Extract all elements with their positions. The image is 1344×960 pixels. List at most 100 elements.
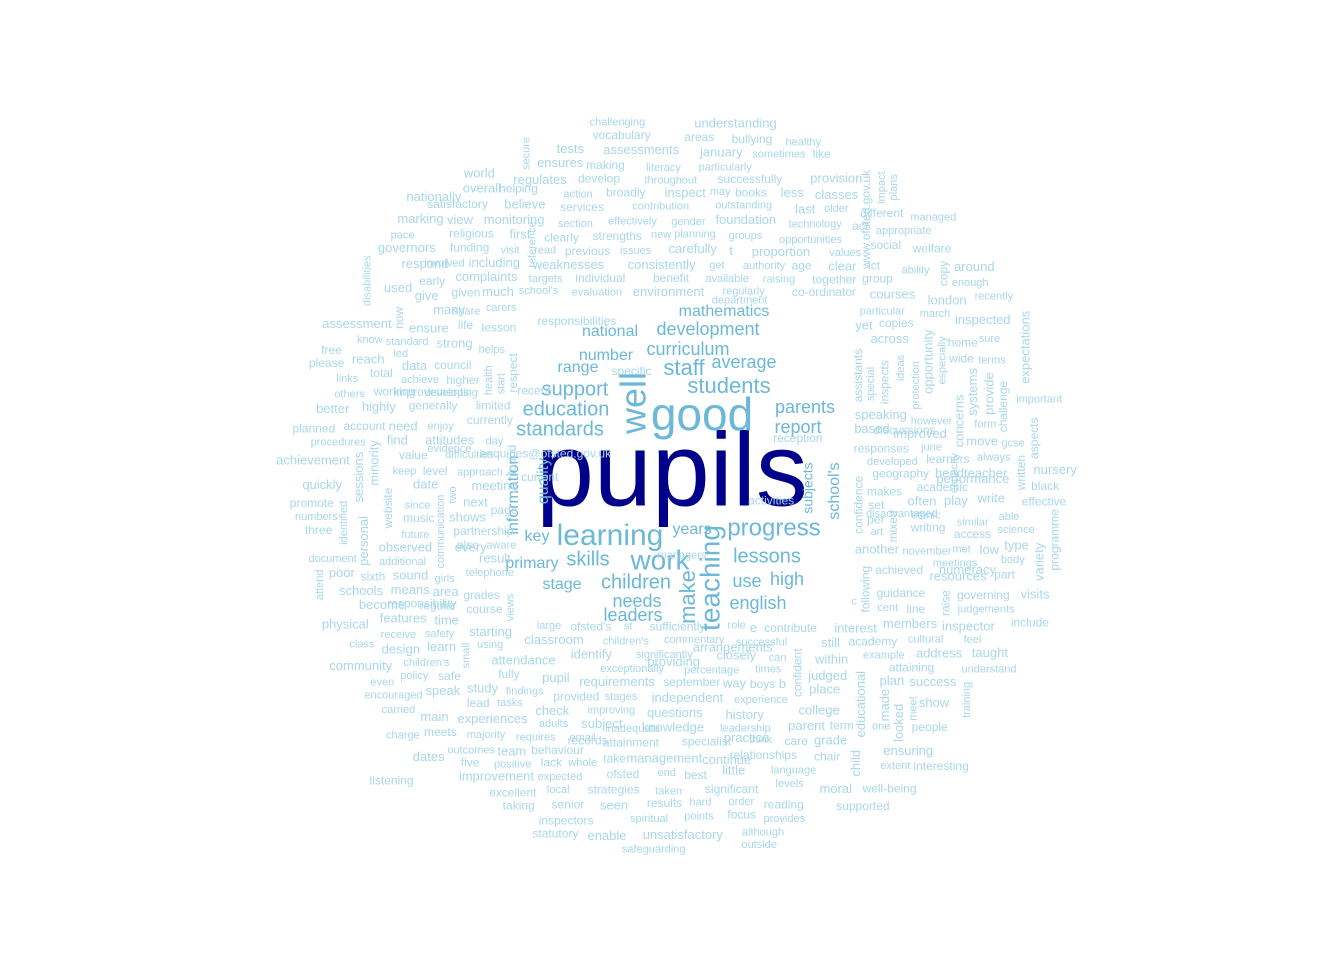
cloud-word: met <box>952 543 970 555</box>
cloud-word: low <box>980 542 1000 557</box>
cloud-word: requires <box>516 731 556 743</box>
cloud-word: attaining <box>889 660 934 674</box>
cloud-word: results <box>647 796 682 810</box>
cloud-word: date <box>413 477 438 492</box>
cloud-word: spiritual <box>630 813 668 825</box>
cloud-word: always <box>977 452 1011 464</box>
cloud-word: email <box>570 732 596 744</box>
cloud-word: parent <box>788 718 825 733</box>
cloud-word: page <box>491 503 518 517</box>
cloud-word: looked <box>891 704 906 742</box>
cloud-word: throughout <box>644 175 697 187</box>
cloud-word: significant <box>705 782 759 796</box>
cloud-word: average <box>711 352 776 372</box>
cloud-word: geography <box>872 467 929 481</box>
cloud-word: arrangements <box>693 640 774 655</box>
cloud-word: pupil <box>542 670 570 685</box>
cloud-word: points <box>684 810 714 822</box>
cloud-word: curriculum <box>646 339 729 359</box>
cloud-word: commentary <box>664 634 725 646</box>
cloud-word: interest <box>834 621 877 636</box>
cloud-word: design <box>382 641 420 656</box>
cloud-word: satisfactory <box>427 197 488 211</box>
cloud-word: limited <box>476 399 511 413</box>
cloud-word: boys <box>750 677 775 691</box>
cloud-word: working <box>373 384 415 398</box>
cloud-word: experiences <box>457 711 528 726</box>
cloud-word: achieve <box>401 374 439 386</box>
cloud-word: subject <box>581 716 623 731</box>
cloud-word: little <box>722 762 745 777</box>
cloud-word: links <box>336 373 359 385</box>
cloud-word: raising <box>763 274 795 286</box>
cloud-word: local <box>547 784 570 796</box>
cloud-word: reception <box>773 431 822 445</box>
cloud-word: next <box>463 495 488 510</box>
cloud-word: evaluation <box>572 287 622 299</box>
cloud-word: books <box>735 185 767 199</box>
cloud-word: place <box>809 682 840 697</box>
cloud-word: around <box>954 259 994 274</box>
cloud-word: regulates <box>513 172 567 187</box>
cloud-word: include <box>1011 616 1049 630</box>
cloud-word: responsibilities <box>537 314 616 328</box>
cloud-word: develop <box>578 171 620 185</box>
cloud-word: home <box>948 336 978 350</box>
cloud-word: issues <box>620 245 652 257</box>
cloud-word: observed <box>379 539 432 554</box>
cloud-word: sure <box>979 333 1000 345</box>
cloud-word: performance <box>936 471 1009 486</box>
cloud-word: previous <box>565 244 610 258</box>
cloud-word: given <box>452 286 481 300</box>
cloud-word: inspected <box>955 312 1011 327</box>
cloud-word: groups <box>729 230 763 242</box>
cloud-word: well <box>613 372 654 435</box>
cloud-word: poor <box>329 565 356 580</box>
cloud-word: lack <box>541 755 563 769</box>
cloud-word: write <box>976 490 1004 505</box>
cloud-word: inspects <box>878 360 892 404</box>
cloud-word: three <box>305 523 333 537</box>
cloud-word: show <box>919 695 950 710</box>
cloud-word: may <box>710 186 731 198</box>
cloud-word: confidence <box>851 476 865 534</box>
cloud-word: exceptionally <box>600 663 664 675</box>
cloud-word: achievement <box>276 453 350 468</box>
cloud-word: health <box>483 365 495 395</box>
cloud-word: percentage <box>684 665 739 677</box>
cloud-word: pupils <box>536 412 808 528</box>
cloud-word: personal <box>356 516 371 566</box>
cloud-word: learning <box>557 519 664 552</box>
cloud-word: together <box>812 272 856 286</box>
cloud-word: subjects <box>800 462 816 513</box>
cloud-word: expectations <box>1017 310 1032 383</box>
cloud-word: extent <box>880 760 910 772</box>
cloud-word: using <box>477 639 503 651</box>
cloud-word: term <box>830 719 854 733</box>
cloud-word: ensures <box>537 155 584 170</box>
cloud-word: improvements <box>394 385 469 399</box>
cloud-word: learners <box>926 452 969 466</box>
cloud-word: outstanding <box>715 200 772 212</box>
cloud-word: identified <box>338 501 350 545</box>
cloud-word: understanding <box>694 115 776 130</box>
cloud-word: inspectors <box>539 814 594 828</box>
cloud-word: life <box>458 318 474 332</box>
cloud-word: respect <box>506 353 520 393</box>
cloud-word: positive <box>494 758 531 770</box>
cloud-word: highly <box>362 399 396 414</box>
cloud-word: effectively <box>608 216 657 228</box>
cloud-word: lessons <box>733 545 801 567</box>
cloud-word: access <box>954 527 991 541</box>
cloud-word: contribution <box>632 201 689 213</box>
cloud-word: section <box>558 218 593 230</box>
cloud-word: aspects <box>1027 418 1041 459</box>
cloud-word: teaching <box>694 525 725 631</box>
cloud-word: science <box>997 524 1034 536</box>
cloud-word: mathematics <box>679 303 770 320</box>
cloud-word: leadership <box>720 722 771 734</box>
cloud-word: one <box>872 720 890 732</box>
cloud-word: believe <box>504 197 545 212</box>
cloud-word: area <box>433 584 460 599</box>
cloud-word: promote <box>290 496 334 510</box>
